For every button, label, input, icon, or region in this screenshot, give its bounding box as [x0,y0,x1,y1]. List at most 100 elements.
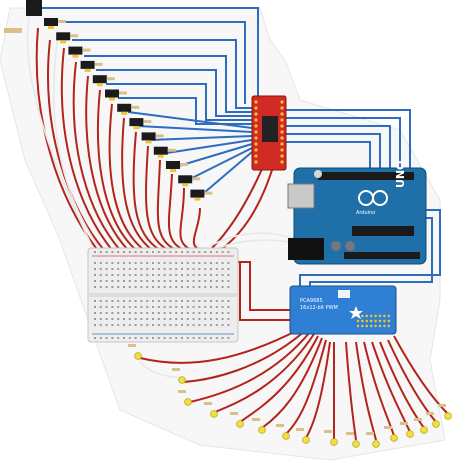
sensor-pad [182,183,189,187]
sensor-resistor [94,62,103,66]
led-body [330,438,338,446]
led-10 [346,432,360,448]
sensor-resistor [143,120,152,124]
sensor-body [92,75,107,84]
sensor-pad [145,140,152,144]
sensor-pad [121,111,128,115]
led-resistor [172,368,180,371]
arduino-uno-board: UNO Arduino [287,161,427,265]
led-resistor [204,402,212,405]
led-body [184,398,192,406]
sensor-5 [92,75,115,87]
digital-header [318,172,414,180]
sensor-body [44,18,58,26]
sensor-12 [178,175,201,187]
reset-button [314,170,322,178]
breadboard-holes [94,251,230,339]
sensor-4 [80,60,103,72]
led-resistor [178,390,186,393]
breadboard [87,247,239,343]
sensor-13 [190,189,213,201]
capacitor-2 [345,241,355,251]
sensor-body [105,89,119,98]
sensor-body [129,118,144,127]
sensor-2 [56,32,79,44]
led-resistor [426,412,434,415]
led-body [372,440,380,448]
sensor-body [190,189,205,198]
capacitor-1 [331,241,341,251]
sensor-resistor [70,34,79,38]
sensor-9 [141,132,164,144]
led-14 [414,418,428,434]
sensor-3 [68,46,91,58]
sensor-pad [157,154,164,158]
led-resistor [414,418,422,421]
led-15 [426,412,440,428]
led-body [282,432,290,440]
top-resistor [4,28,22,33]
sensor-resistor [106,77,115,81]
led-2 [172,368,186,384]
led-body [420,426,428,434]
sensor-pad [96,83,103,87]
led-body [258,426,266,434]
sensor-1 [44,18,66,29]
led-resistor [276,424,284,427]
led-resistor [324,430,332,433]
led-body [178,376,186,384]
led-7 [276,424,290,440]
led-16 [438,404,452,420]
sensor-body [56,32,71,41]
sensor-body [80,60,95,69]
sensor-chain [44,18,213,201]
sensor-resistor [155,134,164,138]
sensor-7 [117,103,140,115]
sensor-resistor [192,177,201,181]
mux-board [251,95,287,171]
led-body [390,434,398,442]
led-8 [296,428,310,444]
led-body [352,440,360,448]
led-resistor [438,404,446,407]
arduino-maker-text: Arduino [356,210,375,216]
led-resistor [366,432,374,435]
led-1 [128,344,142,360]
led-5 [230,412,244,428]
sensor-pad [109,97,115,101]
sensor-resistor [58,20,66,23]
sensor-body [117,103,132,112]
sensor-8 [129,118,152,130]
sensor-pad [133,126,140,130]
sensor-body [141,132,156,141]
led-resistor [346,432,354,435]
led-6 [252,418,266,434]
led-12 [384,426,398,442]
led-body [210,410,218,418]
led-resistor [252,418,260,421]
led-array [128,344,452,448]
led-4 [204,402,218,418]
top-sensor-module [4,0,42,33]
led-9 [324,430,338,446]
atmega-chip [352,226,414,236]
led-3 [178,390,192,406]
top-sensor-chip [26,0,42,16]
driver-star-logo [349,306,363,319]
led-body [236,420,244,428]
analog-header [344,252,420,259]
aux-wires [26,11,393,379]
sensor-pad [48,26,54,29]
sensor-resistor [204,191,213,195]
sensor-pad [60,40,67,44]
sensor-resistor [82,48,91,52]
usb-connector [287,183,315,209]
sensor-body [166,161,180,169]
led-resistor [128,344,136,347]
sensor-pad [194,197,201,201]
sensor-pad [170,169,176,172]
sensor-10 [153,146,176,158]
led-body [406,430,414,438]
led-resistor [384,426,392,429]
sensor-6 [105,89,127,101]
